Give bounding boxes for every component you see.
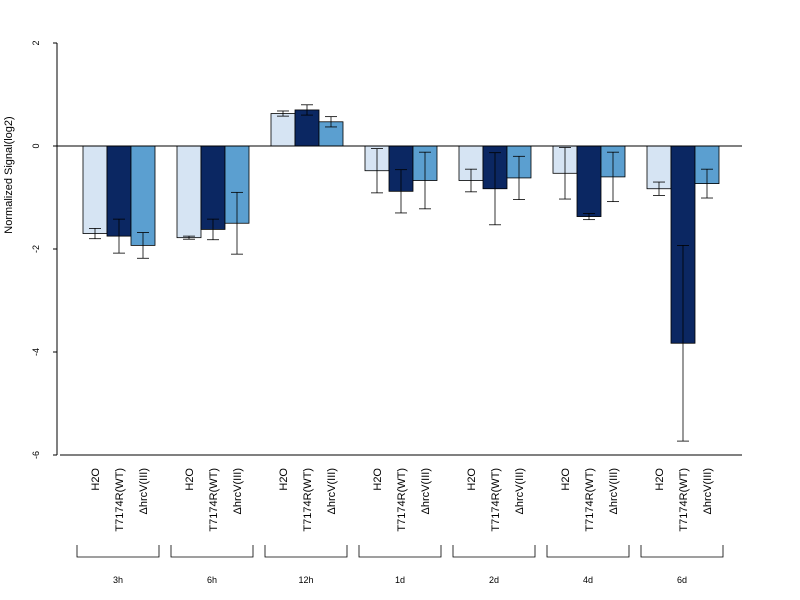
bar <box>82 145 108 234</box>
category-label: T7174R(WT) <box>678 468 690 532</box>
group-label: 6d <box>677 575 687 585</box>
category-label: ΔhrcV(III) <box>702 468 714 514</box>
bar <box>270 113 296 147</box>
category-label: H2O <box>654 468 666 491</box>
category-label: ΔhrcV(III) <box>326 468 338 514</box>
category-label: ΔhrcV(III) <box>514 468 526 514</box>
group-bracket <box>546 545 630 558</box>
group-bracket <box>452 545 536 558</box>
category-label: H2O <box>184 468 196 491</box>
y-tick-label: -2 <box>31 245 41 253</box>
category-label: ΔhrcV(III) <box>608 468 620 514</box>
category-label: H2O <box>278 468 290 491</box>
group-label: 2d <box>489 575 499 585</box>
category-label: T7174R(WT) <box>396 468 408 532</box>
bar <box>200 145 226 230</box>
group-label: 6h <box>207 575 217 585</box>
category-label: H2O <box>560 468 572 491</box>
group-brackets: 3h 6h 12h 1d 2d 4d 6d <box>76 545 724 585</box>
category-label: T7174R(WT) <box>208 468 220 532</box>
category-label: H2O <box>466 468 478 491</box>
y-tick-label: -4 <box>31 348 41 356</box>
category-label: T7174R(WT) <box>302 468 314 532</box>
category-label: ΔhrcV(III) <box>420 468 432 514</box>
bar <box>646 145 672 190</box>
group-label: 3h <box>113 575 123 585</box>
group-label: 12h <box>298 575 313 585</box>
group-label: 4d <box>583 575 593 585</box>
error-bars <box>89 104 713 442</box>
category-label: T7174R(WT) <box>114 468 126 532</box>
group-bracket <box>264 545 348 558</box>
category-label: T7174R(WT) <box>584 468 596 532</box>
y-tick-label: -6 <box>31 451 41 459</box>
y-tick-label: 0 <box>31 143 41 148</box>
category-labels: H2O T7174R(WT) ΔhrcV(III) H2O T7174R(WT) Δhrc… <box>90 468 714 532</box>
group-bracket <box>358 545 442 558</box>
group-bracket <box>170 545 254 558</box>
bar <box>130 145 156 246</box>
bar <box>576 145 602 217</box>
group-bracket <box>76 545 160 558</box>
group-bracket <box>640 545 724 558</box>
category-label: ΔhrcV(III) <box>138 468 150 514</box>
category-label: ΔhrcV(III) <box>232 468 244 514</box>
group-label: 1d <box>395 575 405 585</box>
bars <box>82 109 720 344</box>
category-label: H2O <box>372 468 384 491</box>
bar <box>176 145 202 239</box>
category-label: H2O <box>90 468 102 491</box>
category-label: T7174R(WT) <box>490 468 502 532</box>
y-tick-label: 2 <box>31 40 41 45</box>
y-axis: 2 0 -2 -4 -6 <box>31 40 58 459</box>
y-axis-label: Normalized Signal(log2) <box>3 116 15 233</box>
